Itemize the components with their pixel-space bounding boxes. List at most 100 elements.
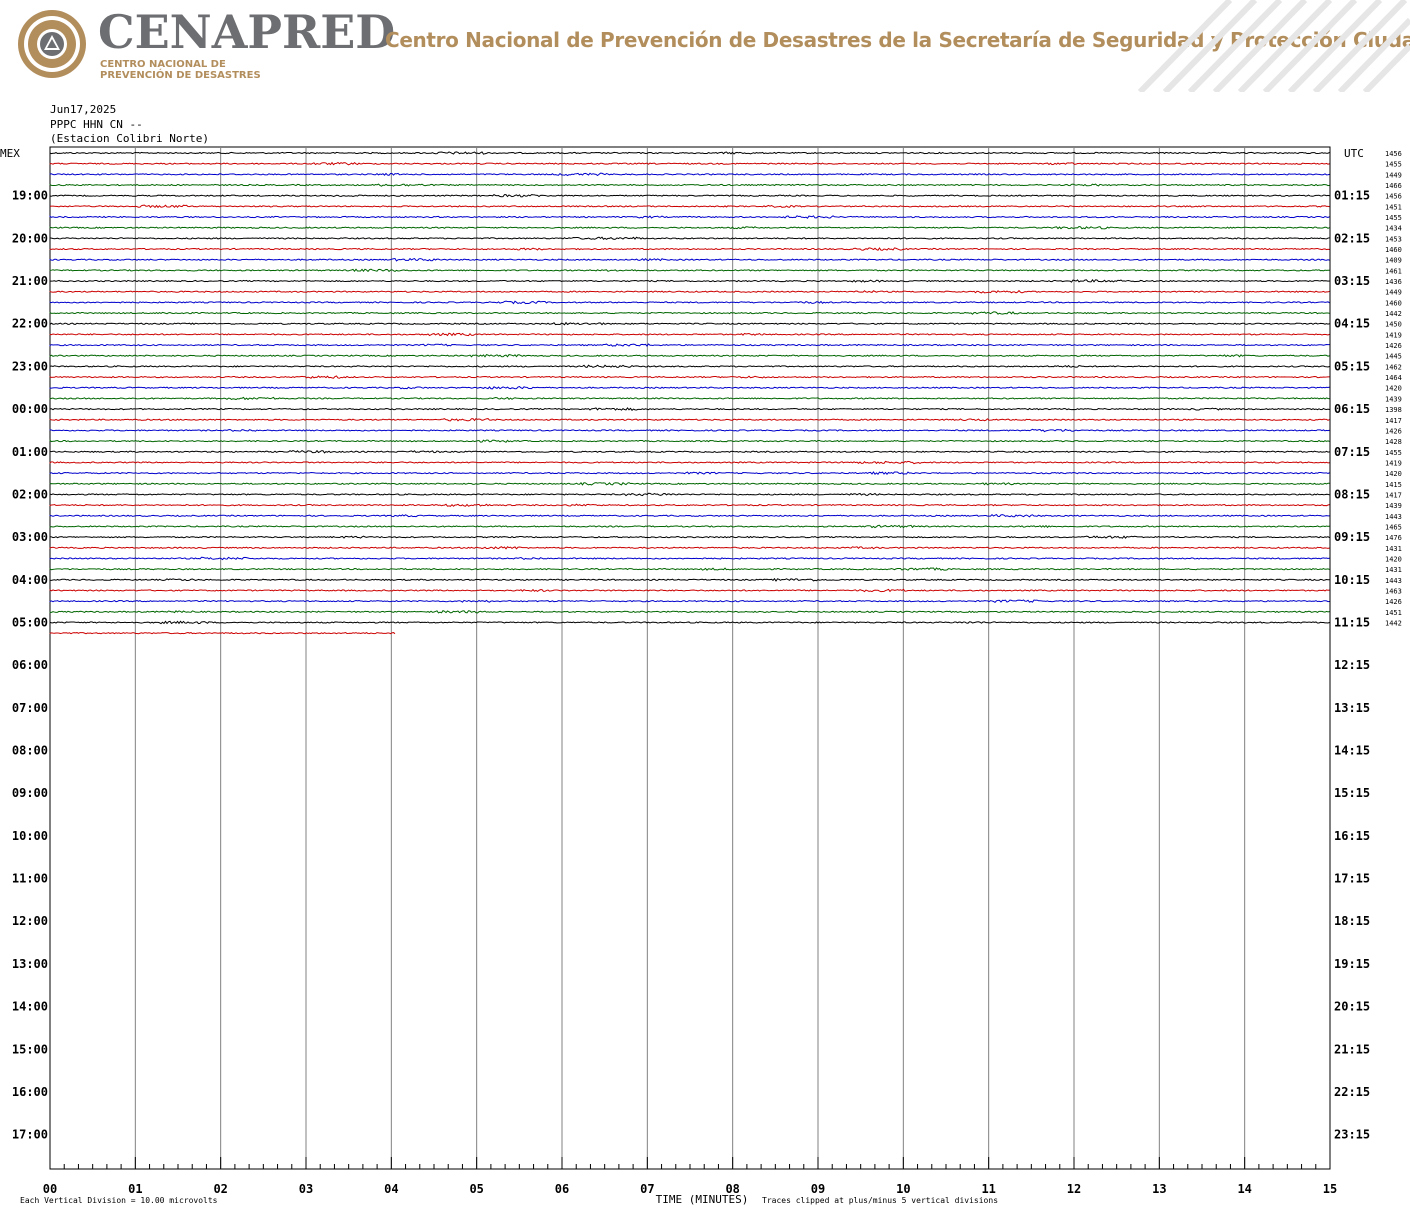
right-hour-label: 09:15 [1334,530,1370,544]
left-hour-label: 04:00 [12,573,48,587]
seismic-trace [49,236,1330,240]
seismic-trace [49,257,1330,262]
trace-offset-label: 1443 [1385,577,1402,585]
trace-offset-label: 1420 [1385,385,1402,393]
right-hour-label: 12:15 [1334,658,1370,672]
left-hour-label: 19:00 [12,189,48,203]
left-hour-label: 02:00 [12,487,48,501]
x-tick-label: 00 [43,1182,57,1196]
seismic-trace [49,535,1330,539]
x-tick-label: 01 [128,1182,142,1196]
right-hour-label: 16:15 [1334,829,1370,843]
seismic-trace [49,279,1330,283]
x-tick-label: 05 [469,1182,483,1196]
left-hour-label: 03:00 [12,530,48,544]
plot-station: (Estacion Colibri Norte) [50,132,209,145]
seismic-trace [49,183,1330,187]
trace-offset-label: 1439 [1385,395,1402,403]
trace-offset-label: 1420 [1385,470,1402,478]
seismic-trace [49,204,1330,209]
right-hour-label: 23:15 [1334,1128,1370,1142]
seismic-trace [49,364,1330,369]
left-hour-label: 01:00 [12,445,48,459]
trace-offset-label: 1456 [1385,150,1402,158]
seismic-trace [49,428,1330,433]
plot-frame [49,146,1331,1170]
right-hour-label: 15:15 [1334,786,1370,800]
trace-offset-label: 1455 [1385,214,1402,222]
right-hour-label: 19:15 [1334,957,1370,971]
trace-offset-label: 1417 [1385,417,1402,425]
seismic-trace [49,418,1330,422]
seismic-trace [49,151,1330,155]
trace-offset-label: 1443 [1385,513,1402,521]
trace-offset-label: 1439 [1385,502,1402,510]
trace-offset-label: 1456 [1385,193,1402,201]
trace-offset-label: 1451 [1385,203,1402,211]
trace-offset-label: 1442 [1385,619,1402,627]
seismic-trace [49,311,1330,315]
seismic-trace [49,215,1330,219]
x-tick-label: 04 [384,1182,398,1196]
right-hour-label: 20:15 [1334,1000,1370,1014]
right-hour-label: 10:15 [1334,573,1370,587]
x-tick-label: 10 [896,1182,910,1196]
plot-channel: PPPC HHN CN -- [50,118,143,131]
seismic-trace [49,268,1330,273]
decorative-pattern-icon [1137,0,1410,92]
logo-subtitle-line-1: CENTRO NACIONAL DE [100,59,226,70]
x-tick-label: 15 [1323,1182,1337,1196]
trace-offset-label: 1445 [1385,353,1402,361]
seismic-trace [49,289,1330,294]
seismic-trace [49,556,1330,561]
right-hour-label: 04:15 [1334,317,1370,331]
right-hour-label: 07:15 [1334,445,1370,459]
right-hour-label: 17:15 [1334,872,1370,886]
trace-offset-label: 1426 [1385,342,1402,350]
seismic-trace [49,460,1330,465]
seismic-trace [49,343,1330,347]
trace-offset-label: 1436 [1385,278,1402,286]
right-hour-label: 01:15 [1334,189,1370,203]
right-hour-label: 18:15 [1334,914,1370,928]
seismic-trace [49,161,1330,166]
seismic-trace [49,332,1330,337]
left-hour-label: 22:00 [12,317,48,331]
trace-offset-label: 1460 [1385,299,1402,307]
left-hour-label: 16:00 [12,1085,48,1099]
seismic-trace [49,567,1330,571]
cenapred-logo-icon [18,10,86,78]
seismic-trace [49,300,1330,305]
seismic-trace [49,588,1330,593]
left-hour-label: 09:00 [12,786,48,800]
x-tick-label: 11 [981,1182,995,1196]
left-hour-label: 07:00 [12,701,48,715]
x-tick-label: 13 [1152,1182,1166,1196]
logo-subtitle-line-2: PREVENCIÓN DE DESASTRES [100,70,261,81]
right-hour-label: 02:15 [1334,231,1370,245]
trace-offset-label: 1461 [1385,267,1402,275]
left-hour-label: 15:00 [12,1042,48,1056]
right-hour-label: 13:15 [1334,701,1370,715]
right-hour-label: 22:15 [1334,1085,1370,1099]
right-axis-label: UTC [1344,147,1364,160]
left-hour-label: 17:00 [12,1128,48,1142]
seismic-trace [49,482,1330,486]
left-axis-label: MEX [0,147,20,160]
trace-offset-label: 1451 [1385,609,1402,617]
seismic-trace [49,503,1330,507]
seismic-trace [49,471,1330,476]
seismic-trace [49,386,1330,390]
seismic-trace [49,321,1330,326]
seismic-trace [49,524,1330,529]
trace-offset-label: 1428 [1385,438,1402,446]
trace-offset-label: 1420 [1385,555,1402,563]
seismic-trace [49,247,1330,251]
right-hour-label: 05:15 [1334,359,1370,373]
left-hour-label: 11:00 [12,872,48,886]
left-hour-label: 10:00 [12,829,48,843]
left-hour-label: 21:00 [12,274,48,288]
seismic-trace [49,599,1330,603]
seismic-trace [49,513,1330,518]
seismic-trace [49,620,1330,625]
